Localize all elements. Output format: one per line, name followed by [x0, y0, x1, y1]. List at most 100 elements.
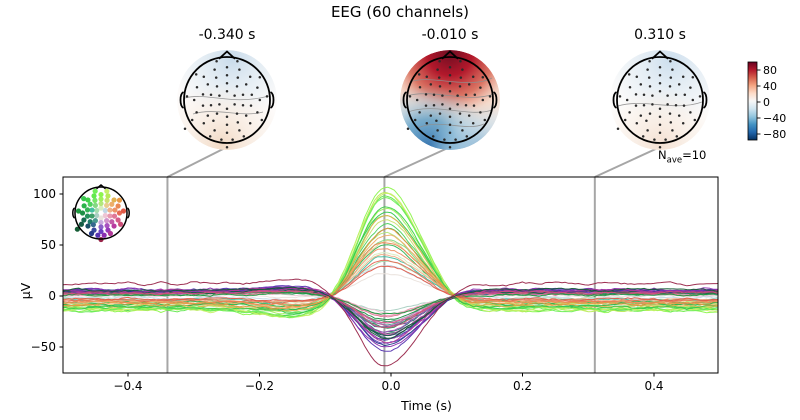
head-outline	[406, 56, 494, 144]
topomap-sensor-dot	[669, 59, 672, 63]
sensor-legend-dot	[89, 207, 95, 213]
topomap-sensor-dot	[618, 95, 622, 98]
sensor-legend-dot	[104, 188, 110, 194]
sensor-legend-dot	[90, 222, 96, 228]
topomap-sensor-dot	[674, 93, 678, 97]
eeg-trace	[63, 227, 718, 310]
sensor-legend-dot	[117, 221, 124, 227]
topomap-sensor-dot	[215, 85, 219, 88]
topomap-sensor-dot	[683, 93, 687, 97]
topomap-sensor-dot	[658, 115, 662, 119]
left-ear-outline	[612, 91, 618, 109]
topomap-contour-line	[617, 101, 703, 107]
sensor-legend-dot	[104, 197, 110, 203]
sensor-legend-dot	[91, 193, 97, 199]
topomap-sensor-dot	[456, 103, 459, 106]
topomap-sensor-dot	[648, 112, 652, 115]
topomap-sensor-dot	[425, 121, 429, 125]
topomap-sensor-dot	[459, 121, 463, 124]
right-ear-outline	[702, 91, 708, 109]
topomap-sensor-dot	[653, 138, 656, 141]
topomap-sensor-dot	[236, 121, 240, 124]
sensor-legend-dot	[92, 218, 98, 224]
sensor-legend-dot	[111, 223, 117, 229]
right-ear-outline	[492, 91, 498, 109]
topomap-sensor-dot	[658, 81, 662, 85]
topomap-sensor-dot	[658, 73, 662, 77]
sensor-legend-dot	[115, 203, 121, 209]
topomap-sensor-dot	[448, 65, 452, 69]
topomap-sensor-dot	[651, 103, 654, 106]
topomap-sensor-dot	[488, 95, 492, 98]
topomap-sensor-dot	[206, 114, 210, 117]
sensor-legend-dot	[87, 201, 93, 207]
topomap-sensor-dot	[190, 118, 194, 122]
topomap-sensor-dot	[623, 118, 627, 122]
sensor-legend-dot	[109, 201, 115, 207]
topomap-sensor-dot	[209, 103, 213, 107]
topomap-sensor-dot	[461, 129, 464, 132]
topomap-field	[177, 50, 277, 150]
topomap-sensor-dot	[671, 129, 674, 132]
sensor-legend-dot	[95, 232, 101, 238]
topomap-sensor-dot	[628, 85, 632, 89]
sensor-legend-dot	[88, 230, 95, 237]
sensor-legend-dot	[109, 219, 115, 225]
topomap-sensor-dot	[658, 131, 662, 135]
topomap-sensor-dot	[425, 75, 429, 79]
topomap-sensor-dot	[225, 145, 229, 149]
topomap-sensor-dot	[616, 127, 620, 131]
topomap-sensor-dot	[248, 121, 252, 125]
topomap-sensor-dot	[658, 107, 662, 111]
eeg-trace	[63, 290, 718, 328]
sensor-legend-dot	[107, 230, 114, 237]
sensor-legend-dot	[94, 212, 100, 219]
eeg-trace	[63, 242, 718, 307]
colorbar-tick-label: −80	[763, 128, 786, 141]
topomap-sensor-dot	[669, 121, 673, 124]
sensor-legend-dot	[79, 210, 86, 216]
topomap-time-label-2: -0.010 s	[421, 27, 479, 43]
sensor-legend-dot	[74, 226, 80, 232]
sensor-legend-dot	[98, 215, 104, 221]
topomap-sensor-dot	[677, 83, 681, 86]
topomap-sensor-dot	[214, 76, 218, 79]
eeg-trace	[63, 196, 718, 319]
sensor-legend-dot	[116, 197, 123, 203]
topomap-sensor-dot	[417, 73, 421, 76]
topomap-sensor-dot	[448, 107, 452, 111]
topomap-sensor-dot	[671, 68, 674, 71]
eeg-trace	[63, 215, 718, 312]
topomap-sensor-dot	[448, 131, 452, 135]
head-outline	[616, 56, 704, 144]
topomap-head-3	[610, 50, 710, 150]
topomap-sensor-dot	[628, 111, 631, 114]
topomap-sensor-dot	[635, 121, 639, 125]
topomap-sensor-dot	[473, 93, 477, 97]
topomap-time-label-1: -0.340 s	[198, 27, 256, 43]
topomap-sensor-dot	[418, 85, 422, 89]
topomap-sensor-dot	[213, 129, 216, 132]
topomap-sensor-dot	[666, 103, 669, 106]
topomap-sensor-dot	[639, 114, 643, 117]
topomap-sensor-dot	[642, 93, 646, 97]
topomap-sensor-dot	[225, 89, 229, 93]
topomap-sensor-dot	[233, 94, 236, 97]
sensor-legend-dot	[107, 207, 113, 213]
topomap-sensor-dot	[249, 104, 253, 107]
topomap-sensor-dot	[681, 121, 685, 125]
topomap-sensor-dot	[435, 119, 438, 123]
sensor-legend-dot	[85, 197, 91, 203]
x-tick-label: 0.4	[644, 379, 663, 393]
x-tick-label: 0.2	[513, 379, 532, 393]
topomap-sensor-dot	[668, 112, 672, 115]
topomap-sensor-dot	[634, 104, 638, 107]
topomap-sensor-dot	[406, 127, 410, 131]
topomap-sensor-dot	[483, 118, 487, 122]
topomap-sensor-dot	[625, 98, 629, 102]
topomap-head-2	[400, 50, 500, 150]
topomap-sensor-dot	[479, 111, 482, 114]
sensor-legend-dot	[84, 207, 91, 213]
topomap-sensor-dot	[235, 85, 239, 88]
